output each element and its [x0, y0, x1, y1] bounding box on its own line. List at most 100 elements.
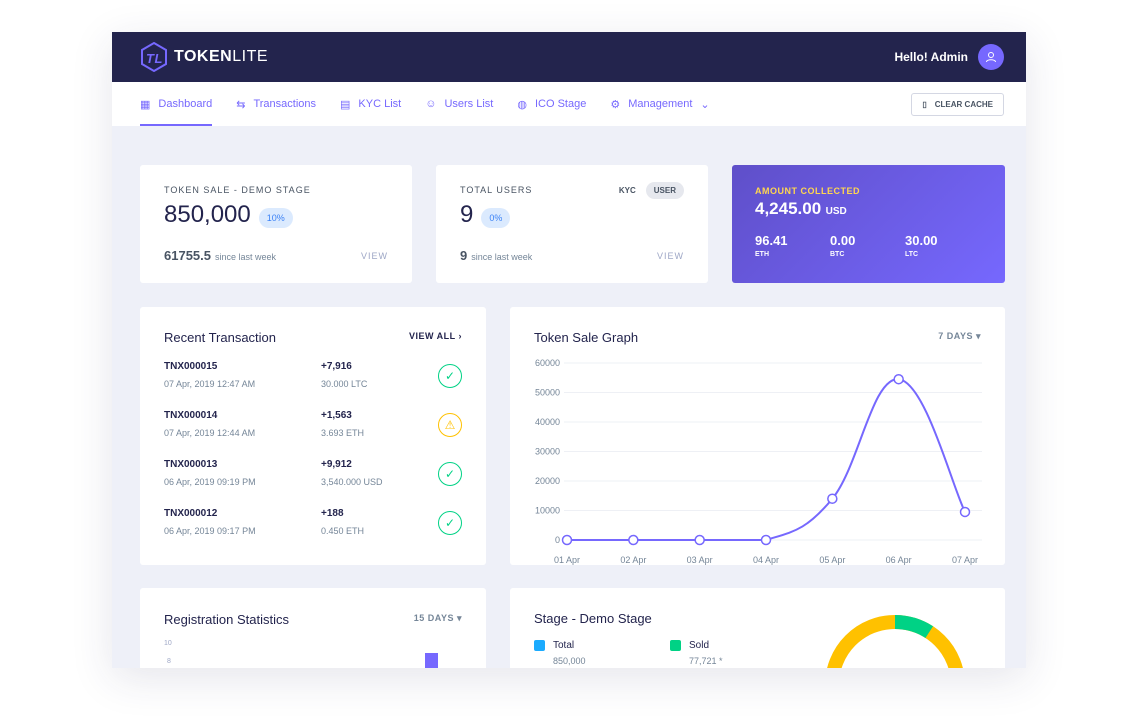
token-sale-card: TOKEN SALE - DEMO STAGE 850,000 10% 61755…: [140, 165, 412, 283]
tab-user[interactable]: USER: [645, 182, 684, 199]
legend-total: Total 850,000: [534, 640, 586, 666]
total-users-card: TOTAL USERS KYC USER 9 0% 9 since last week…: [436, 165, 708, 283]
card-title: Stage - Demo Stage: [534, 611, 652, 626]
user-icon: [986, 52, 996, 63]
legend-sold: Sold 77,721 *: [670, 640, 723, 666]
range-label: 7 DAYS: [938, 331, 973, 341]
view-link[interactable]: VIEW: [360, 251, 388, 261]
chevron-down-icon: ⌄: [700, 98, 710, 111]
y-tick-label: 60000: [535, 358, 560, 368]
data-point: [561, 534, 573, 546]
x-tick-label: 02 Apr: [620, 555, 646, 565]
check-icon: ✓: [438, 364, 462, 388]
document-icon: ▤: [340, 98, 351, 111]
total-users-value: 9: [460, 201, 474, 228]
transaction-row[interactable]: TNX000013 06 Apr, 2019 09:19 PM +9,912 3,54…: [164, 459, 462, 508]
top-header: TL TOKENLITE Hello! Admin: [112, 32, 1026, 82]
logo[interactable]: TL TOKENLITE: [140, 42, 268, 72]
brand-light: LITE: [232, 48, 269, 65]
x-tick-label: 05 Apr: [819, 555, 845, 565]
card-title: Recent Transaction: [164, 330, 277, 345]
since-value: 61755.5: [164, 248, 211, 263]
coin-btc: 0.00 BTC: [830, 233, 905, 258]
nav-label: Dashboard: [158, 98, 213, 110]
range-dropdown[interactable]: 15 DAYS ▾: [413, 613, 462, 623]
data-point: [628, 534, 639, 546]
transaction-date: 07 Apr, 2019 12:47 AM: [164, 379, 256, 389]
dashboard-window: TL TOKENLITE Hello! Admin ▦ Dashboard ⇆ Tr…: [112, 32, 1026, 668]
nav-label: Transactions: [253, 98, 317, 110]
clear-cache-button[interactable]: ▯ CLEAR CACHE: [911, 93, 1004, 116]
greeting: Hello! Admin: [894, 50, 968, 64]
percent-badge: 10%: [258, 207, 293, 228]
brand-bold: TOKEN: [174, 48, 233, 65]
nav-transactions[interactable]: ⇆ Transactions: [236, 82, 316, 126]
nav-label: Users List: [444, 98, 494, 110]
total-swatch: [534, 640, 545, 651]
logo-icon: TL: [141, 42, 167, 72]
x-tick-label: 06 Apr: [886, 555, 912, 565]
nav-label: KYC List: [358, 98, 402, 110]
transaction-amount: +1,563: [321, 410, 352, 421]
transaction-id: TNX000012: [164, 508, 218, 519]
card-title: Token Sale Graph: [534, 330, 639, 345]
percent-badge: 0%: [481, 207, 511, 228]
nav-users-list[interactable]: ☺ Users List: [425, 82, 493, 126]
nav-dashboard[interactable]: ▦ Dashboard: [140, 82, 213, 126]
main-nav: ▦ Dashboard ⇆ Transactions ▤ KYC List ☺ User…: [112, 82, 1026, 126]
token-sale-value: 850,000: [164, 201, 251, 228]
y-tick-label: 0: [555, 535, 560, 545]
range-dropdown[interactable]: 7 DAYS ▾: [938, 331, 981, 341]
x-tick-label: 03 Apr: [687, 555, 713, 565]
view-link[interactable]: VIEW: [656, 251, 684, 261]
swap-icon: ⇆: [236, 98, 246, 111]
amount-collected-card: AMOUNT COLLECTED 4,245.00 USD 96.41 ETH 0…: [732, 165, 1005, 283]
card-title: Registration Statistics: [164, 612, 289, 627]
y-tick-label: 20000: [535, 476, 560, 486]
transaction-row[interactable]: TNX000012 06 Apr, 2019 09:17 PM +188 0.450 …: [164, 508, 462, 557]
coin-value: 96.41: [755, 233, 788, 248]
since-label: since last week: [215, 252, 277, 262]
token-sale-chart: 0 10000 20000 30000 40000 50000 60000 01 Apr 02 …: [535, 358, 982, 565]
view-all-link[interactable]: VIEW ALL ›: [409, 331, 462, 341]
stage-donut: [825, 615, 965, 668]
transaction-id: TNX000014: [164, 410, 218, 421]
nav-label: ICO Stage: [534, 98, 587, 110]
series-line: [567, 378, 966, 541]
view-all-label: VIEW ALL: [409, 331, 456, 341]
nav-label: Management: [628, 98, 693, 110]
grid-icon: ▦: [140, 98, 151, 111]
gear-icon: ⚙: [610, 98, 621, 111]
legend-label: Sold: [689, 640, 710, 651]
user-menu[interactable]: Hello! Admin: [894, 44, 1004, 70]
transaction-row[interactable]: TNX000015 07 Apr, 2019 12:47 AM +7,916 30.0…: [164, 361, 462, 410]
avatar[interactable]: [978, 44, 1004, 70]
coins-icon: ◍: [517, 98, 527, 111]
y-tick-label: 10000: [535, 506, 560, 516]
data-point: [893, 373, 904, 385]
transaction-id: TNX000015: [164, 361, 218, 372]
coin-code: ETH: [755, 251, 769, 258]
y-tick: 10: [164, 640, 172, 647]
nav-ico-stage[interactable]: ◍ ICO Stage: [517, 82, 586, 126]
transaction-currency: 30.000 LTC: [321, 379, 368, 389]
y-tick-label: 40000: [535, 417, 560, 427]
since-label: since last week: [471, 252, 533, 262]
svg-text:TL: TL: [146, 51, 163, 66]
nav-management[interactable]: ⚙ Management ⌄: [610, 82, 709, 126]
amount-unit: USD: [825, 206, 847, 217]
transaction-amount: +9,912: [321, 459, 352, 470]
since-value: 9: [460, 248, 468, 263]
coin-value: 30.00: [905, 233, 938, 248]
legend-label: Total: [553, 640, 575, 651]
y-tick: 8: [167, 658, 171, 665]
coin-ltc: 30.00 LTC: [905, 233, 980, 258]
transaction-row[interactable]: TNX000014 07 Apr, 2019 12:44 AM +1,563 3.69…: [164, 410, 462, 459]
legend-value: 850,000: [553, 656, 586, 666]
coin-code: LTC: [905, 251, 919, 258]
nav-kyc-list[interactable]: ▤ KYC List: [340, 82, 401, 126]
users-icon: ☺: [425, 98, 437, 110]
tab-kyc[interactable]: KYC: [618, 186, 636, 195]
y-tick-label: 50000: [535, 388, 560, 398]
x-tick-label: 04 Apr: [753, 555, 779, 565]
